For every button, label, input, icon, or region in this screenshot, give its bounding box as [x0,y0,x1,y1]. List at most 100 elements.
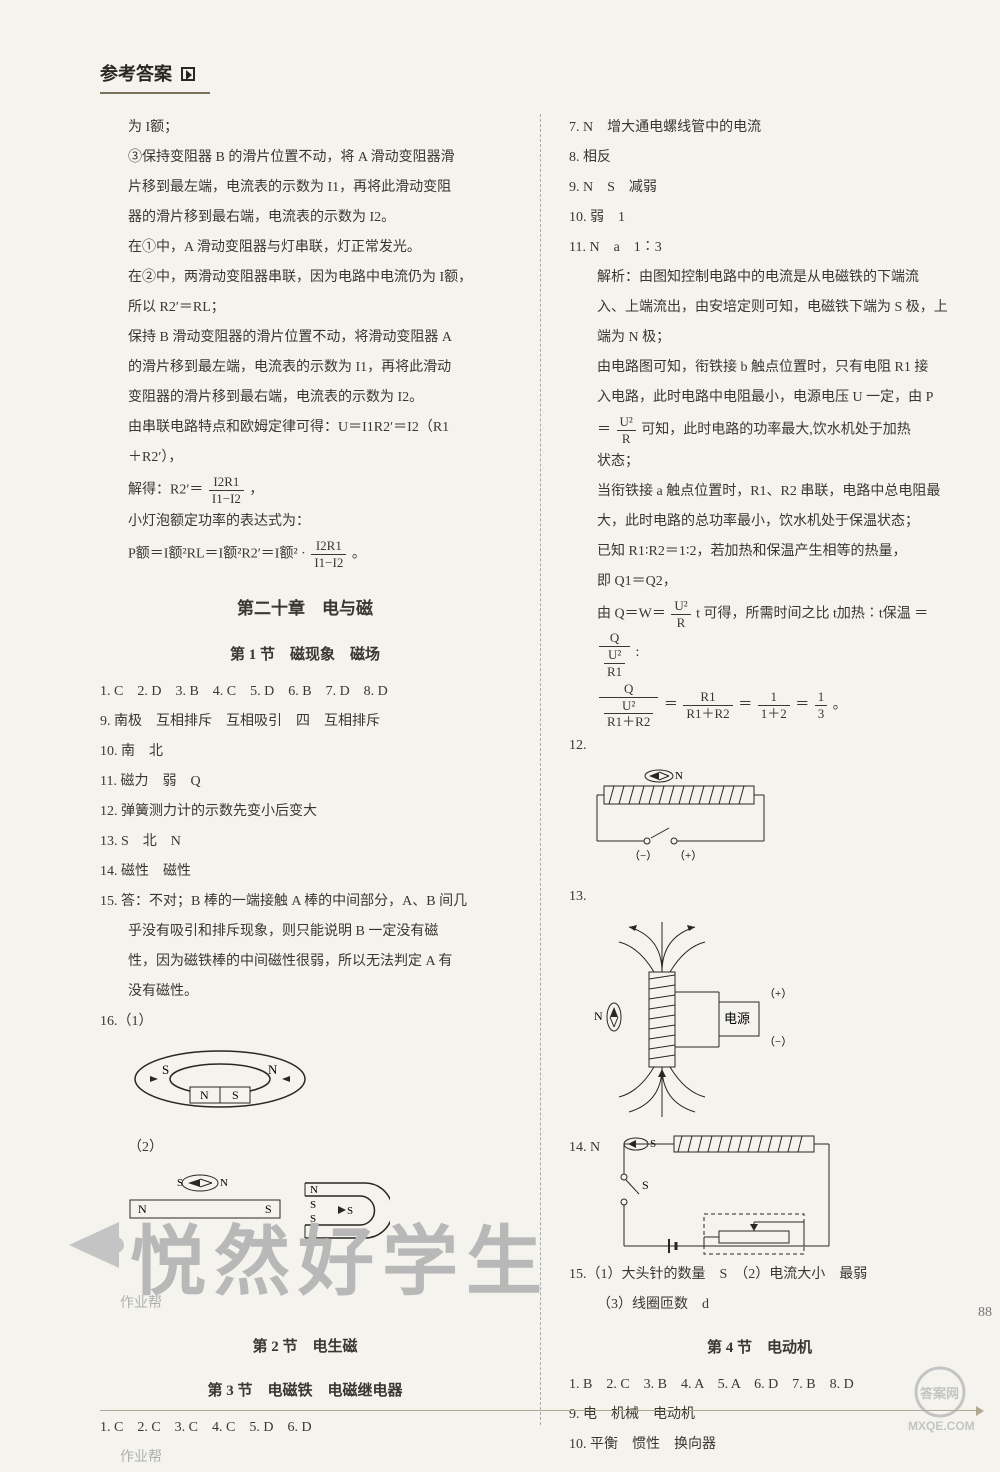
text-line: 当衔铁接 a 触点位置时，R1、R2 串联，电路中总电阻最 [569,478,950,506]
fraction: R1 R1＋R2 [683,689,732,721]
section-title: 第 4 节 电动机 [569,1333,950,1363]
text-line: 入电路，此时电路中电阻最小，电源电压 U 一定，由 P [569,384,950,412]
text-line: ③保持变阻器 B 的滑片位置不动，将 A 滑动变阻器滑 [100,144,510,172]
faded-text: 作业帮 [120,1290,510,1318]
diagram-16-1: N S S N [120,1042,510,1128]
text-line: 为 I额； [100,114,510,142]
formula-line: ＝ U² R 可知，此时电路的功率最大,饮水机处于加热 [569,414,950,446]
svg-text:N: N [594,1009,603,1023]
text-line: ＋R2′）， [100,444,510,472]
denominator: R [617,431,636,447]
text-line: 所以 R2′＝RL； [100,294,510,322]
text-line: 在②中，两滑动变阻器串联，因为电路中电流仍为 I额， [100,264,510,292]
denominator: U² R1＋R2 [599,698,658,730]
text-line: 片移到最左端，电流表的示数为 I1，再将此滑动变阻 [100,174,510,202]
svg-text:N: N [675,770,683,782]
formula-line: Q U² R1＋R2 ＝ R1 R1＋R2 ＝ 1 1＋2 [569,681,950,730]
denominator: 3 [815,706,828,722]
relay-svg: S [604,1134,844,1259]
formula-line: P额＝I额²RL＝I额²R2′＝I额² · I2R1 I1−I2 。 [100,538,510,570]
text-line: 大，此时电路的总功率最小，饮水机处于保温状态； [569,508,950,536]
fraction: U² R [617,414,636,446]
diagram-12: N [589,766,950,877]
svg-text:（+）: （+） [674,849,702,862]
text-line: 由电路图可知，衔铁接 b 触点位置时，只有电阻 R1 接 [569,354,950,382]
section-title: 第 3 节 电磁铁 电磁继电器 [100,1376,510,1406]
answer-line: 12. 弹簧测力计的示数先变小后变大 [100,798,510,826]
answer-line: （2） [100,1134,510,1162]
svg-text:电源: 电源 [724,1011,750,1026]
svg-text:S: S [642,1178,649,1192]
equals: ＝ [738,698,752,713]
numerator: 1 [815,689,828,706]
colon: ∶ [636,647,640,662]
text-line: 已知 R1∶R2＝1∶2，若加热和保温产生相等的热量， [569,538,950,566]
formula-suffix: ， [249,482,263,497]
denominator: I1−I2 [311,555,346,571]
svg-text:（+）: （+） [764,987,792,1000]
header: 参考答案 [100,60,210,94]
svg-text:N: N [310,1184,318,1196]
text-line: 入、上端流出，由安培定则可知，电磁铁下端为 S 极，上 [569,294,950,322]
chapter-title: 第二十章 电与磁 [100,592,510,626]
formula-suffix: 。 [352,547,366,562]
numerator: U² [617,414,636,431]
text-line: 的滑片移到最左端，电流表的示数为 I1，再将此滑动 [100,354,510,382]
answer-line: 9. 南极 互相排斥 互相吸引 四 互相排斥 [100,708,510,736]
numerator: R1 [683,689,732,706]
faded-text: 作业帮 [120,1444,510,1472]
text-line: 解析：由图知控制电路中的电流是从电磁铁的下端流 [569,264,950,292]
answer-line: 性，因为磁铁棒的中间磁性很弱，所以无法判定 A 有 [100,948,510,976]
formula-suffix: 可知，此时电路的功率最大,饮水机处于加热 [641,422,911,437]
numerator: U² [671,598,690,615]
text-line: 变阻器的滑片移到最右端，电流表的示数为 I2。 [100,384,510,412]
horseshoe-svg: S N N S N S S N S [120,1168,390,1273]
answer-line: 16.（1） [100,1008,510,1036]
nested-fraction: Q U² R1＋R2 [599,681,658,730]
svg-text:S: S [265,1202,272,1216]
answer-line: 10. 南 北 [100,738,510,766]
fraction: 1 1＋2 [758,689,790,721]
svg-text:N: N [268,1062,278,1077]
answer-line: 11. 磁力 弱 Q [100,768,510,796]
nested-fraction: Q U² R1 [599,630,630,679]
svg-text:N: N [220,1177,228,1189]
svg-text:S: S [162,1062,169,1077]
answer-line: 1. C 2. C 3. C 4. C 5. D 6. D [100,1414,510,1442]
svg-text:S: S [232,1088,239,1102]
answer-line: 9. N S 减弱 [569,174,950,202]
answer-line: 13. [569,883,950,911]
solenoid-circuit-svg: N [589,766,779,866]
svg-text:S: S [347,1205,353,1217]
answer-line: 11. N a 1∶3 [569,234,950,262]
fieldlines-svg: N 电源 （+） （−） [589,917,799,1117]
denominator: 1＋2 [758,706,790,722]
answer-line: 15.（1）大头针的数量 S （2）电流大小 最弱 [569,1261,950,1289]
magnet-ring-svg: N S S N [120,1042,320,1117]
equals: ＝ [664,698,678,713]
answer-line: （3）线圈匝数 d [569,1291,950,1319]
equals: ＝ [795,698,809,713]
answer-line: 15. 答：不对；B 棒的一端接触 A 棒的中间部分，A、B 间几 [100,888,510,916]
page-root: 参考答案 为 I额； ③保持变阻器 B 的滑片位置不动，将 A 滑动变阻器滑 片… [0,0,1000,1471]
answer-line: 9. 电 机械 电动机 [569,1401,950,1429]
right-column: 7. N 增大通电螺线管中的电流 8. 相反 9. N S 减弱 10. 弱 1… [540,114,950,1425]
answer-line: 10. 平衡 惯性 换向器 [569,1431,950,1459]
denominator: R [671,615,690,631]
text-line: 在①中，A 滑动变阻器与灯串联，灯正常发光。 [100,234,510,262]
numerator: Q [599,630,630,647]
fraction: 1 3 [815,689,828,721]
text-line: 状态； [569,448,950,476]
answer-line: 14. N S [569,1134,950,1259]
answer-line: 乎没有吸引和排斥现象，则只能说明 B 一定没有磁 [100,918,510,946]
svg-text:S: S [310,1213,316,1225]
play-box-icon [181,67,195,81]
fraction: I2R1 I1−I2 [209,474,244,506]
footer-rule [100,1410,980,1411]
answer-line: 10. 弱 1 [569,204,950,232]
answer-line: 没有磁性。 [100,978,510,1006]
denominator: U² R1 [599,647,630,679]
header-title: 参考答案 [100,64,172,84]
svg-text:（−）: （−） [764,1035,792,1048]
text-line: 器的滑片移到最右端，电流表的示数为 I2。 [100,204,510,232]
